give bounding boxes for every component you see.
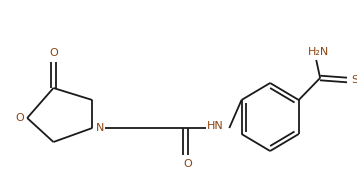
Text: HN: HN <box>207 121 224 131</box>
Text: S: S <box>352 75 357 85</box>
Text: O: O <box>49 48 58 58</box>
Text: N: N <box>96 123 104 133</box>
Text: O: O <box>183 159 192 169</box>
Text: O: O <box>15 113 24 123</box>
Text: H₂N: H₂N <box>307 47 329 57</box>
